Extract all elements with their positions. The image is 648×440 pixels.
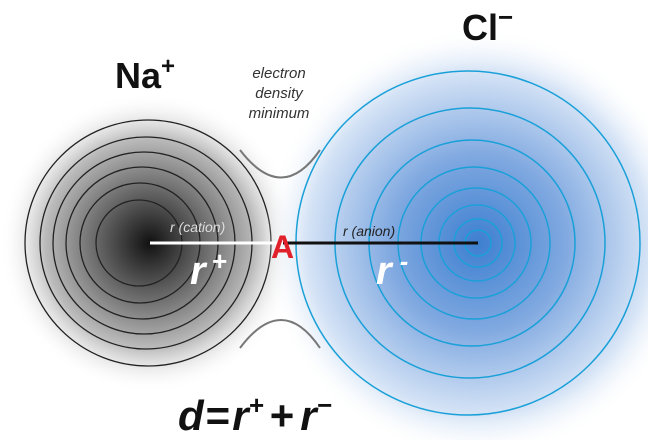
text-part: + xyxy=(212,246,227,276)
text-part: d xyxy=(178,392,205,439)
equation: d=r++r− xyxy=(178,390,332,439)
annotation-line: minimum xyxy=(249,105,310,122)
text-part: + xyxy=(270,392,295,439)
cation-radius-label: r (cation) xyxy=(170,219,225,235)
sodium-label: Na+ xyxy=(115,53,175,96)
text-part: Cl xyxy=(462,7,498,48)
text-part: - xyxy=(400,246,409,276)
text-part: Na xyxy=(115,55,162,96)
text-part: − xyxy=(498,2,513,32)
text-part: = xyxy=(206,392,231,439)
point-a: A xyxy=(271,229,294,265)
text-part: r xyxy=(190,249,208,293)
text-part: r xyxy=(376,249,394,293)
annotation-line: density xyxy=(255,85,304,102)
diagram: Na+ Cl− electron density minimum r (cati… xyxy=(0,0,648,440)
text-part: − xyxy=(317,390,332,420)
anion-radius-label: r (anion) xyxy=(343,223,395,239)
annotation-line: electron xyxy=(252,65,305,82)
text-part: + xyxy=(161,53,175,80)
text-part: + xyxy=(249,390,264,420)
chloride-ion xyxy=(263,28,648,440)
annotation: electron density minimum xyxy=(249,65,310,122)
